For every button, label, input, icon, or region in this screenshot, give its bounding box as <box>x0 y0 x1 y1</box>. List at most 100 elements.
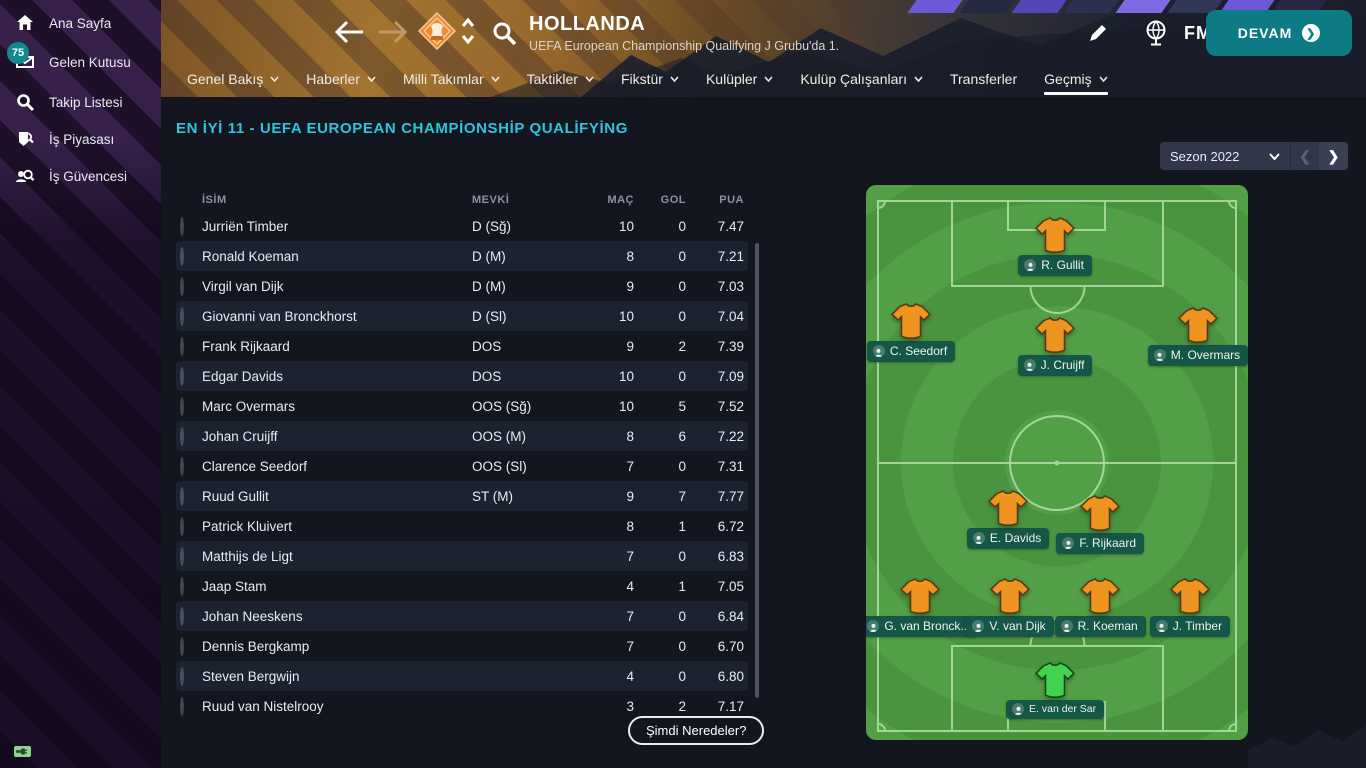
pitch-player[interactable]: V. van Dijk <box>955 577 1065 637</box>
table-row[interactable]: Jaap Stam 4 1 7.05 <box>176 571 748 601</box>
pitch-player[interactable]: G. van Bronck... <box>866 577 979 637</box>
table-row[interactable]: Giovanni van Bronckhorst D (Sl) 10 0 7.0… <box>176 301 748 331</box>
sidebar-item-is-piyasasi[interactable]: İş Piyasası <box>0 120 161 158</box>
sidebar-item-is-guvencesi[interactable]: İş Güvencesi <box>0 157 161 195</box>
table-row[interactable]: Marc Overmars OOS (Sğ) 10 5 7.52 <box>176 391 748 421</box>
table-row[interactable]: Frank Rijkaard DOS 9 2 7.39 <box>176 331 748 361</box>
player-position: ST (M) <box>472 488 513 504</box>
pitch-markings <box>877 200 1237 732</box>
pitch-player[interactable]: E. Davids <box>953 490 1063 550</box>
player-avatar <box>180 276 184 296</box>
player-name: Jurriën Timber <box>202 218 289 234</box>
section-title: EN İYİ 11 - UEFA EUROPEAN CHAMPİONSHİP Q… <box>176 120 628 137</box>
person-icon <box>1060 619 1073 632</box>
home-icon <box>14 12 36 34</box>
player-name: Ruud van Nistelrooy <box>202 698 324 714</box>
table-row[interactable]: Johan Neeskens 7 0 6.84 <box>176 601 748 631</box>
table-row[interactable]: Ruud Gullit ST (M) 9 7 7.77 <box>176 481 748 511</box>
nav-tab-2[interactable]: Haberler <box>306 61 376 97</box>
shirt-icon <box>1035 217 1076 254</box>
pitch-player[interactable]: R. Gullit <box>1000 217 1110 277</box>
where-are-they-now-button[interactable]: Şimdi Neredeler? <box>628 716 765 745</box>
table-row[interactable]: Virgil van Dijk D (M) 9 0 7.03 <box>176 271 748 301</box>
table-scrollbar[interactable] <box>755 243 759 698</box>
shirt-icon <box>1080 495 1121 532</box>
table-row[interactable]: Steven Bergwijn 4 0 6.80 <box>176 661 748 691</box>
player-name-tag: G. van Bronck... <box>866 615 979 637</box>
player-apps: 3 <box>626 698 634 714</box>
sidebar-item-ana-sayfa[interactable]: Ana Sayfa <box>0 4 161 42</box>
page-title-team: HOLLANDA <box>529 13 646 35</box>
player-name: Giovanni van Bronckhorst <box>202 308 357 324</box>
table-row[interactable]: Clarence Seedorf OOS (Sl) 7 0 7.31 <box>176 451 748 481</box>
col-mac: MAÇ <box>607 194 634 206</box>
player-apps: 4 <box>626 578 634 594</box>
pitch-player[interactable]: E. van der Sar <box>1000 662 1110 720</box>
player-apps: 9 <box>626 338 634 354</box>
sidebar-item-gelen-kutusu[interactable]: 75 Gelen Kutusu <box>0 42 161 81</box>
nav-tab-4[interactable]: Taktikler <box>527 61 594 97</box>
player-name: Steven Bergwijn <box>202 668 300 684</box>
season-dropdown[interactable]: Sezon 2022 <box>1160 142 1290 170</box>
nav-tab-6[interactable]: Kulüpler <box>706 61 773 97</box>
table-row[interactable]: Ruud van Nistelrooy 3 2 7.17 <box>176 691 748 721</box>
season-next-button[interactable]: ❯ <box>1319 142 1348 170</box>
person-icon <box>1153 349 1166 362</box>
player-avatar <box>180 546 184 566</box>
player-avatar <box>180 426 184 446</box>
pitch-player[interactable]: R. Koeman <box>1045 577 1155 637</box>
chevron-down-icon <box>670 75 679 82</box>
table-row[interactable]: Ronald Koeman D (M) 8 0 7.21 <box>176 241 748 271</box>
search-icon[interactable] <box>491 20 517 49</box>
table-row[interactable]: Matthijs de Ligt 7 0 6.83 <box>176 541 748 571</box>
season-prev-button[interactable]: ❮ <box>1290 142 1319 170</box>
player-avatar <box>180 696 184 716</box>
player-name-tag: F. Rijkaard <box>1056 533 1144 555</box>
nav-tab-1[interactable]: Genel Bakış <box>187 61 279 97</box>
pitch-player[interactable]: J. Cruijff <box>1000 317 1110 377</box>
player-position: DOS <box>472 338 502 354</box>
team-switcher-chevrons[interactable] <box>461 15 475 47</box>
nav-tab-5[interactable]: Fikstür <box>621 61 679 97</box>
pitch-player[interactable]: C. Seedorf <box>866 303 966 363</box>
player-rating: 6.70 <box>717 638 744 654</box>
nav-tab-8[interactable]: Transferler <box>949 70 1018 87</box>
continue-button[interactable]: DEVAM ❯ <box>1206 10 1352 56</box>
table-row[interactable]: Dennis Bergkamp 7 0 6.70 <box>176 631 748 661</box>
sidebar-item-takip-listesi[interactable]: Takip Listesi <box>0 83 161 121</box>
back-button[interactable] <box>333 20 365 47</box>
player-name: Dennis Bergkamp <box>202 638 310 654</box>
col-gol: GOL <box>660 194 686 206</box>
pitch-player[interactable]: F. Rijkaard <box>1045 495 1155 555</box>
pitch-player[interactable]: M. Overmars <box>1143 307 1248 367</box>
table-row[interactable]: Johan Cruijff OOS (M) 8 6 7.22 <box>176 421 748 451</box>
forward-button[interactable] <box>377 20 409 47</box>
player-apps: 8 <box>626 428 634 444</box>
player-rating: 6.80 <box>717 668 744 684</box>
nav-tab-9[interactable]: Geçmiş <box>1044 61 1109 97</box>
shirt-icon <box>899 577 940 614</box>
job-security-icon <box>14 165 36 187</box>
table-row[interactable]: Jurriën Timber D (Sğ) 10 0 7.47 <box>176 211 748 241</box>
player-goals: 0 <box>678 668 686 684</box>
nav-tab-3[interactable]: Milli Takımlar <box>403 61 500 97</box>
person-icon <box>1062 537 1075 550</box>
table-row[interactable]: Patrick Kluivert 8 1 6.72 <box>176 511 748 541</box>
chevron-down-icon <box>1269 152 1280 160</box>
player-position: OOS (Sğ) <box>472 398 532 414</box>
player-name: Ronald Koeman <box>202 248 299 264</box>
player-name: Matthijs de Ligt <box>202 548 293 564</box>
player-avatar <box>180 246 184 266</box>
team-crest[interactable] <box>417 11 457 51</box>
player-rating: 7.39 <box>717 338 744 354</box>
player-name-tag: E. van der Sar <box>1006 700 1105 720</box>
world-globe-icon[interactable] <box>1143 19 1169 50</box>
player-avatar <box>180 306 184 326</box>
table-row[interactable]: Edgar Davids DOS 10 0 7.09 <box>176 361 748 391</box>
edit-pencil-icon[interactable] <box>1086 21 1110 48</box>
nav-tab-7[interactable]: Kulüp Çalışanları <box>800 61 923 97</box>
main-nav: Genel Bakış Haberler Milli Takımlar Takt… <box>161 60 1366 97</box>
pitch-player[interactable]: J. Timber <box>1135 577 1245 637</box>
player-rating: 7.77 <box>717 488 744 504</box>
